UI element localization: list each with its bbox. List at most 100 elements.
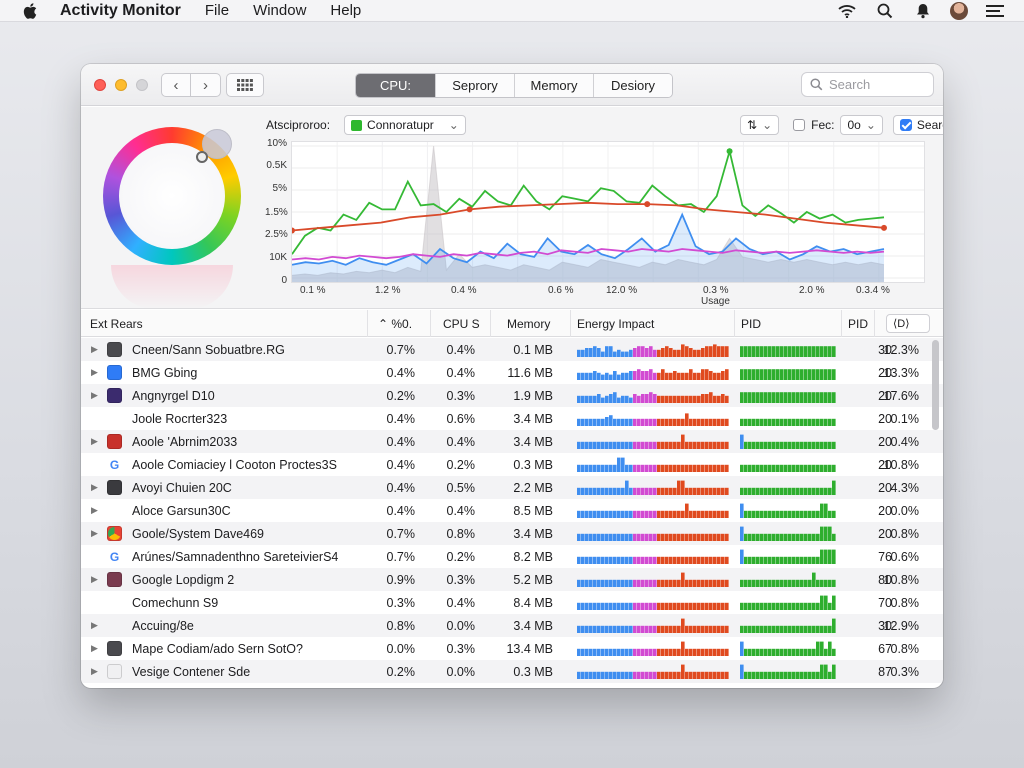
energy-bar-segment [581,648,585,656]
activity-bar-segment [800,602,804,610]
wifi-icon[interactable] [836,1,858,21]
activity-bar-segment [780,556,784,564]
energy-bar-segment [697,487,701,495]
table-row[interactable]: ▶ Vesige Contener Sde 0.2% 0.0% 0.3 MB 87 0.3% [81,660,943,683]
table-row[interactable]: ▶ Cneen/Sann Sobuatbre.RG 0.7% 0.4% 0.1 MB 30… [81,338,943,361]
column-header-cpu[interactable]: CPU S [431,310,491,337]
tab-desiory[interactable]: Desiory [593,74,672,97]
tab-cpu[interactable]: CPU: [356,74,435,97]
app-name-menu[interactable]: Activity Monitor [60,1,181,19]
activity-bar-segment [752,392,756,403]
table-row[interactable]: ▶ Goole/System Dave469 0.7% 0.8% 3.4 MB 20 0.8… [81,522,943,545]
energy-bar-segment [581,464,585,472]
energy-bar-segment [593,556,597,564]
energy-impact-bar [577,526,729,541]
search-input[interactable]: Search [801,72,934,97]
activity-bar-segment [828,464,832,472]
activity-bar-segment [744,441,748,449]
energy-bar-segment [609,602,613,610]
column-header-percent[interactable]: ⌃ %0. [368,310,431,337]
energy-bar-segment [613,648,617,656]
activity-bar-segment [792,392,796,403]
activity-bar-segment [788,464,792,472]
disclosure-triangle-icon[interactable]: ▶ [91,344,98,354]
disclosure-triangle-icon[interactable]: ▶ [91,574,98,584]
energy-bar-segment [681,533,685,541]
activity-bar-segment [780,346,784,357]
disclosure-triangle-icon[interactable]: ▶ [91,666,98,676]
activity-bar-segment [832,579,836,587]
scrollbar-thumb[interactable] [932,340,939,430]
disclosure-triangle-icon[interactable]: ▶ [91,367,98,377]
energy-bar-segment [677,395,681,403]
table-row[interactable]: ▶ Angnyrgel D10 0.2% 0.3% 1.9 MB 20 17.6% [81,384,943,407]
energy-bar-segment [653,487,657,495]
activity-bar-segment [744,602,748,610]
tab-seprory[interactable]: Seprory [435,74,514,97]
fec-checkbox[interactable] [793,119,806,131]
energy-bar-segment [585,556,589,564]
wheel-selector[interactable] [196,151,208,163]
disclosure-triangle-icon[interactable]: ▶ [91,390,98,400]
table-row[interactable]: G Aoole Comiaciey l Cooton Proctes3S 0.4% 0… [81,453,943,476]
minimize-button[interactable] [115,79,127,91]
activity-bar-segment [812,510,816,518]
energy-bar-segment [713,671,717,679]
table-row[interactable]: Joole Rocrter323 0.4% 0.6% 3.4 MB 20 0.1% [81,407,943,430]
table-row[interactable]: ▶ Mape Codiam/ado Sern SotO? 0.0% 0.3% 13.4 … [81,637,943,660]
activity-bar-segment [744,625,748,633]
fec-popup[interactable]: 0o ⌄ [840,115,883,135]
table-row[interactable]: ▶ Aoole 'Abrnim2033 0.4% 0.4% 3.4 MB 20 0.4% [81,430,943,453]
energy-impact-bar [577,457,729,472]
table-row[interactable]: Comechunn S9 0.3% 0.4% 8.4 MB 70 0.8% [81,591,943,614]
disclosure-triangle-icon[interactable]: ▶ [91,482,98,492]
table-row[interactable]: ▶ Aloce Garsun30C 0.4% 0.4% 8.5 MB 20 0.0% [81,499,943,522]
menu-icon[interactable] [984,1,1006,21]
search-toggle[interactable]: Search [892,115,943,135]
energy-bar-segment [633,464,637,472]
disclosure-triangle-icon[interactable]: ▶ [91,505,98,515]
disclosure-triangle-icon[interactable]: ▶ [91,436,98,446]
column-header-energy[interactable]: Energy Impact [571,310,735,337]
forward-button[interactable]: › [191,73,221,97]
activity-bar-segment [792,487,796,495]
activity-bar-segment [796,487,800,495]
column-picker-button[interactable]: ⟨D⟩ [886,314,930,333]
activity-bar-segment [764,510,768,518]
energy-bar-segment [665,441,669,449]
disclosure-triangle-icon[interactable]: ▶ [91,620,98,630]
column-header-name[interactable]: Ext Rears [81,310,368,337]
search-checkbox[interactable] [899,119,912,131]
activity-bar-segment [740,434,744,449]
table-row[interactable]: G Arúnes/Samnadenthno SareteivierS4 0.7% 0.… [81,545,943,568]
table-row[interactable]: ▶ Google Lopdigm 2 0.9% 0.3% 5.2 MB 80 10.8% [81,568,943,591]
energy-bar-segment [681,464,685,472]
disclosure-triangle-icon[interactable]: ▶ [91,643,98,653]
energy-bar-segment [681,664,685,679]
filter-popup[interactable]: Connoratupr ⌄ [344,115,466,135]
close-button[interactable] [94,79,106,91]
sort-popup[interactable]: ⇅ ⌄ [740,115,780,135]
activity-bar-segment [824,369,828,380]
menu-window[interactable]: Window [253,2,307,19]
energy-bar-segment [593,625,597,633]
table-row[interactable]: ▶ Avoyi Chuien 20C 0.4% 0.5% 2.2 MB 20 4.3% [81,476,943,499]
table-row[interactable]: ▶ Accuing/8e 0.8% 0.0% 3.4 MB 30 12.9% [81,614,943,637]
column-header-pid[interactable]: PID [735,310,842,337]
disclosure-triangle-icon[interactable]: ▶ [91,528,98,538]
menu-help[interactable]: Help [330,2,362,19]
menu-file[interactable]: File [204,2,230,19]
apple-icon[interactable] [22,2,38,20]
column-header-memory[interactable]: Memory [491,310,571,337]
view-options-button[interactable] [226,73,264,97]
column-header-pid-2[interactable]: PID [842,310,875,337]
tab-memory[interactable]: Memory [514,74,593,97]
back-button[interactable]: ‹ [161,73,191,97]
notification-icon[interactable] [912,1,934,21]
search-icon[interactable] [874,1,896,21]
activity-bar-segment [764,625,768,633]
zoom-button[interactable] [136,79,148,91]
energy-bar-segment [657,372,661,380]
table-row[interactable]: ▶ BMG Gbing 0.4% 0.4% 11.6 MB 20 13.3% [81,361,943,384]
user-avatar-icon[interactable] [950,2,968,20]
